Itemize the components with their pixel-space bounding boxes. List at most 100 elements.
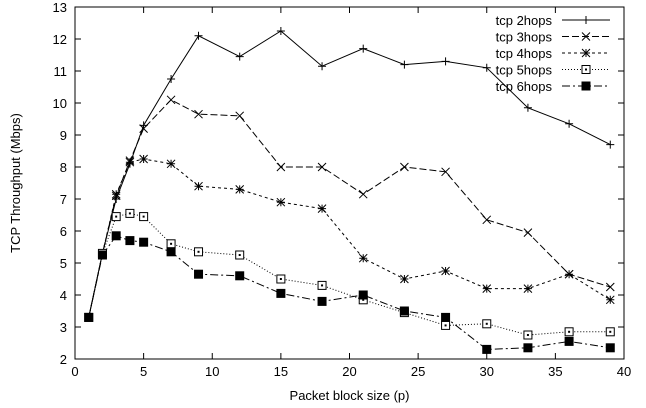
series-2-point <box>482 215 492 225</box>
axes: 0 5 10 15 20 25 30 35 40 2 3 4 5 6 7 8 9 10 11 12 13 <box>53 0 632 379</box>
series-5-point <box>276 288 286 298</box>
series-5-line <box>88 235 611 350</box>
series-2-point <box>400 162 409 172</box>
series-5-point <box>399 306 409 316</box>
series-2-point <box>166 95 176 105</box>
series-2-point <box>523 228 533 237</box>
series-1-point <box>400 60 409 69</box>
y-tick-label: 11 <box>54 64 68 79</box>
series-3-point <box>400 274 409 284</box>
series-3-legend-label: tcp 4hops <box>496 46 553 61</box>
y-tick-label: 9 <box>60 128 67 143</box>
x-tick-label: 5 <box>140 364 147 379</box>
series-4-point-center <box>321 284 324 287</box>
series-1-point <box>194 31 203 40</box>
series-5-legend-marker <box>581 81 591 91</box>
series-3-line <box>88 158 611 318</box>
series-1-legend-label: tcp 2hops <box>496 13 553 28</box>
series-1-point <box>235 52 244 61</box>
series-1-point <box>606 140 615 149</box>
series-4-point-center <box>362 298 365 301</box>
y-tick-label: 6 <box>60 224 67 239</box>
x-tick-label: 25 <box>411 364 425 379</box>
series-5-point <box>317 296 327 306</box>
series-3-point <box>441 266 450 276</box>
series-4-point-center <box>609 330 612 333</box>
series-2-point <box>235 111 245 121</box>
series-1-point <box>441 57 450 66</box>
series-4-point-center <box>128 212 131 215</box>
series-3-point <box>564 269 574 279</box>
series-5-point <box>139 237 149 247</box>
series-2-point <box>317 162 327 172</box>
series-1-point <box>359 44 368 53</box>
series-4-point-center <box>568 330 571 333</box>
y-tick-label: 12 <box>53 32 67 47</box>
series-1-legend-marker <box>582 16 590 24</box>
series-5-point <box>125 236 135 246</box>
series-4-point-center <box>444 324 447 327</box>
series-3-point <box>358 253 368 263</box>
series-3-point <box>276 197 286 207</box>
series-4-line <box>88 212 611 336</box>
series-2-point <box>139 124 148 133</box>
series-5-point <box>441 312 451 322</box>
series-3-point <box>125 157 135 167</box>
series-1-point <box>276 27 285 35</box>
series-2-point <box>441 167 450 177</box>
x-tick-label: 15 <box>274 364 288 379</box>
y-tick-label: 10 <box>53 96 67 111</box>
series-4-point-center <box>279 278 282 280</box>
series-markers <box>84 27 615 354</box>
series-5-point <box>482 344 492 354</box>
series-1-point <box>523 103 532 112</box>
series-1-point <box>167 75 176 83</box>
series-5-point <box>166 247 176 257</box>
series-3-point <box>523 284 533 293</box>
series-5-point <box>97 250 107 260</box>
series-3-point <box>111 189 121 199</box>
series-5-point <box>111 231 121 241</box>
series-5-point <box>564 336 574 346</box>
y-tick-label: 2 <box>60 352 67 367</box>
series-3-point <box>194 181 203 191</box>
series-3-point <box>605 295 615 305</box>
series-4-point-center <box>115 215 118 218</box>
series-4-point-center <box>485 322 488 325</box>
series-2-point <box>358 189 368 199</box>
series-3-point <box>166 159 176 169</box>
series-3-point <box>482 284 492 293</box>
series-5-point <box>194 269 204 279</box>
series-2-legend-label: tcp 3hops <box>496 30 553 45</box>
series-2-legend-marker <box>581 32 591 41</box>
series-3-legend-marker <box>581 48 591 58</box>
series-1-point <box>482 63 491 72</box>
series-2-point <box>605 282 615 292</box>
y-tick-label: 4 <box>60 288 67 303</box>
x-tick-label: 20 <box>342 364 356 379</box>
series-5-point <box>84 312 94 322</box>
series-4-point-center <box>170 242 173 245</box>
series-5-point <box>358 290 368 300</box>
series-4-point-center <box>142 215 145 218</box>
y-tick-label: 8 <box>60 160 67 175</box>
series-4-legend-marker-center <box>585 68 587 71</box>
y-tick-label: 5 <box>60 256 67 271</box>
series-5-point <box>605 343 615 353</box>
y-tick-label: 3 <box>60 320 67 335</box>
x-tick-label: 40 <box>617 364 631 379</box>
x-tick-label: 10 <box>205 364 219 379</box>
series-5-point <box>235 271 245 281</box>
series-4-legend-label: tcp 5hops <box>496 63 553 78</box>
y-axis-label: TCP Throughput (Mbps) <box>8 113 23 253</box>
x-axis-label: Packet block size (p) <box>290 388 410 403</box>
x-tick-label: 35 <box>548 364 562 379</box>
series-5-legend-label: tcp 6hops <box>496 79 553 94</box>
y-tick-label: 7 <box>60 192 67 207</box>
series-2-point <box>276 162 286 172</box>
series-3-point <box>139 154 148 164</box>
y-tick-label: 13 <box>53 0 67 15</box>
series-1-point <box>565 119 574 128</box>
series-4-point-center <box>197 250 200 253</box>
